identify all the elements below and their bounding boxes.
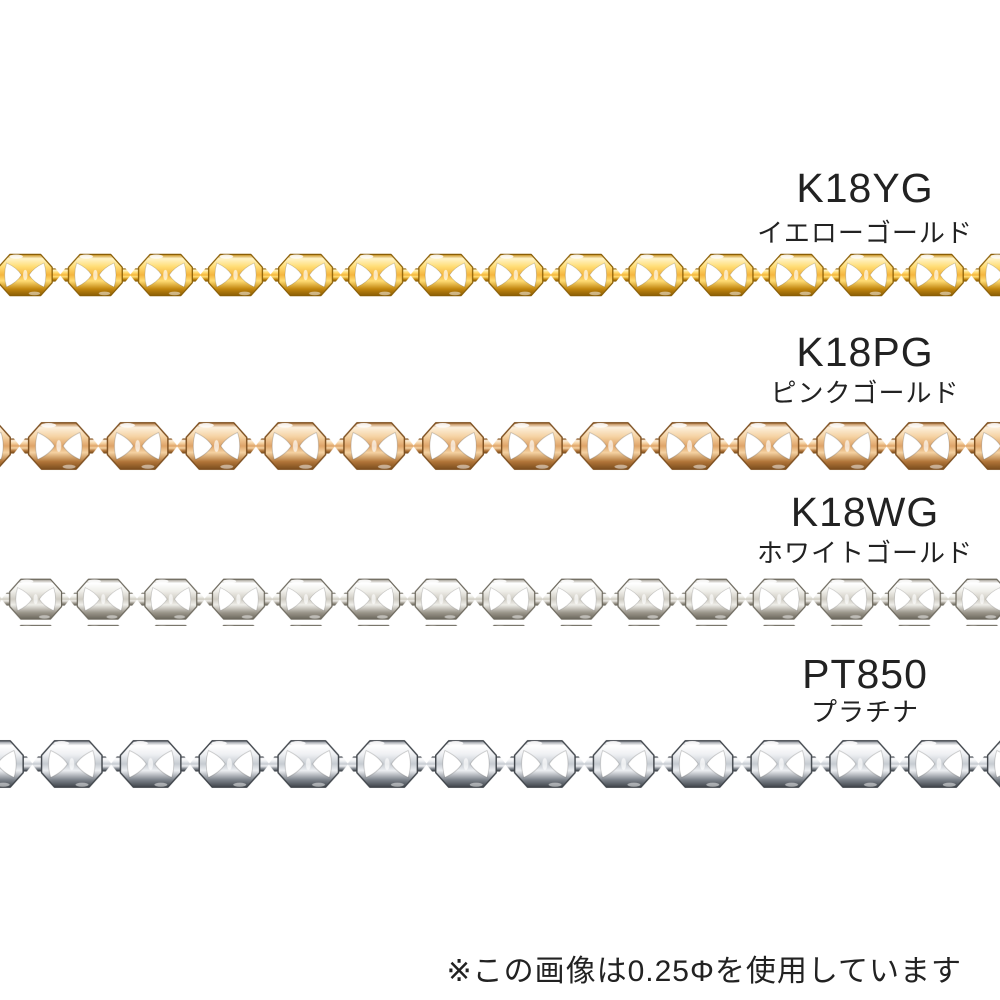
metal-name: ピンクゴールド: [770, 378, 960, 408]
variant-sublabel-k18yg: イエローゴールド: [715, 219, 1000, 248]
variant-label-pt850: PT850: [715, 651, 1000, 697]
variant-sublabel-pt850: プラチナ: [715, 698, 1000, 727]
variant-label-k18wg: K18WG: [715, 489, 1000, 535]
metal-name: プラチナ: [810, 697, 919, 727]
metal-name: イエローゴールド: [757, 218, 973, 248]
chain-image-yellow-gold: [0, 251, 1000, 299]
metal-code: K18PG: [796, 329, 934, 375]
variant-sublabel-k18wg: ホワイトゴールド: [715, 539, 1000, 568]
variant-label-k18pg: K18PG: [715, 329, 1000, 375]
variant-sublabel-k18pg: ピンクゴールド: [715, 379, 1000, 408]
metal-code: PT850: [802, 651, 928, 697]
chain-image-pink-gold: [0, 419, 1000, 473]
metal-name: ホワイトゴールド: [756, 538, 973, 568]
metal-code: K18WG: [790, 489, 940, 535]
wire-diameter-footnote: ※この画像は0.25Φを使用しています: [446, 955, 962, 988]
variant-label-k18yg: K18YG: [715, 165, 1000, 211]
metal-code: K18YG: [796, 165, 934, 211]
chain-image-platinum: [0, 737, 1000, 791]
chain-image-white-gold: [0, 576, 1000, 626]
